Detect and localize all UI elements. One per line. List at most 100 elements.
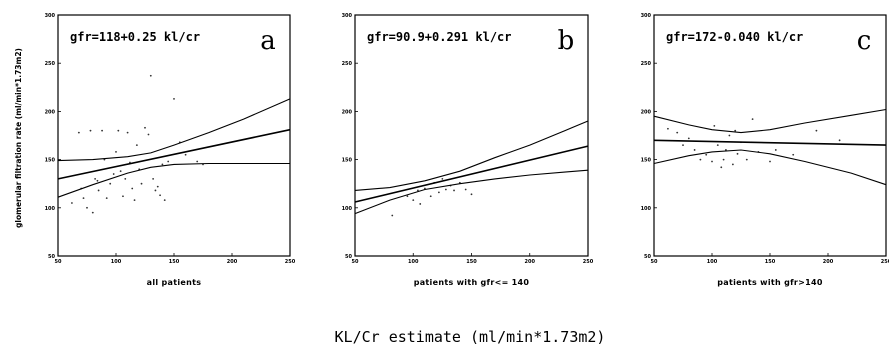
x-tick-label: 150 xyxy=(765,259,776,265)
x-tick-label: 50 xyxy=(352,259,359,265)
regression-line xyxy=(354,145,589,203)
data-point xyxy=(711,160,713,163)
data-point xyxy=(406,195,409,198)
panel-x-label: all patients xyxy=(147,278,202,287)
data-point xyxy=(96,179,99,182)
y-tick-label: 200 xyxy=(641,109,652,115)
data-point xyxy=(774,149,777,151)
data-point xyxy=(167,160,170,163)
y-tick-label: 200 xyxy=(342,109,353,115)
panel-letter: b xyxy=(558,26,575,56)
y-tick-label: 50 xyxy=(345,254,352,260)
y-tick-label: 150 xyxy=(45,158,56,164)
data-point xyxy=(699,158,702,161)
data-point xyxy=(417,189,419,192)
data-point xyxy=(682,144,684,147)
data-point xyxy=(94,177,97,180)
lower-confidence-band xyxy=(354,169,589,215)
regression-line xyxy=(653,139,887,146)
data-point xyxy=(131,187,134,190)
x-axis-label: KL/Cr estimate (ml/min*1.73m2) xyxy=(335,328,606,346)
data-point xyxy=(152,177,155,180)
data-point xyxy=(687,137,690,140)
panel-b: 50 100 150 200 250 50 100 150 200 250 300 gfr=90.9+… xyxy=(342,13,594,287)
lower-confidence-band xyxy=(57,162,290,198)
data-point xyxy=(722,158,725,161)
data-point xyxy=(124,177,127,180)
data-point xyxy=(115,150,117,153)
data-point xyxy=(815,129,818,132)
data-point xyxy=(89,129,92,132)
x-tick-label: 100 xyxy=(408,259,419,265)
data-point xyxy=(676,131,679,134)
panel-x-label: patients with gfr>140 xyxy=(717,278,823,287)
x-tick-label: 100 xyxy=(111,259,122,265)
plot-frame xyxy=(57,14,291,257)
data-point xyxy=(82,197,85,200)
data-point xyxy=(122,195,124,198)
data-point xyxy=(147,133,150,136)
data-point xyxy=(412,199,415,201)
data-point xyxy=(159,194,161,197)
x-tick-label: 150 xyxy=(169,259,180,265)
y-tick-label: 300 xyxy=(45,13,56,19)
data-point xyxy=(391,214,394,217)
data-point xyxy=(156,185,159,188)
data-point xyxy=(135,144,138,147)
data-point xyxy=(745,158,748,161)
data-point xyxy=(126,131,129,134)
data-point xyxy=(437,191,440,194)
data-point xyxy=(117,129,120,132)
data-point xyxy=(792,153,795,156)
data-point xyxy=(444,188,447,191)
x-tick-label: 250 xyxy=(285,259,296,265)
x-tick-label: 200 xyxy=(823,259,834,265)
upper-confidence-band xyxy=(57,98,291,162)
data-point xyxy=(105,197,108,200)
data-point xyxy=(731,163,734,166)
data-point xyxy=(705,153,708,156)
x-tick-label: 200 xyxy=(525,259,536,265)
y-tick-label: 250 xyxy=(342,61,353,67)
panel-x-label: patients with gfr<= 140 xyxy=(414,278,530,287)
y-tick-label: 250 xyxy=(641,61,652,67)
x-tick-label: 250 xyxy=(881,259,889,265)
data-point xyxy=(101,129,103,132)
y-tick-label: 250 xyxy=(45,61,56,67)
data-point xyxy=(109,182,112,185)
y-tick-label: 300 xyxy=(641,13,652,19)
data-point xyxy=(751,118,754,121)
data-point xyxy=(144,126,146,129)
x-tick-label: 200 xyxy=(227,259,238,265)
data-point xyxy=(149,74,152,77)
data-point xyxy=(112,173,115,175)
y-tick-label: 100 xyxy=(45,206,56,212)
plot-frame xyxy=(653,14,887,257)
regression-line xyxy=(57,128,291,180)
x-tick-label: 50 xyxy=(651,259,658,265)
data-point xyxy=(184,153,187,156)
data-point xyxy=(154,189,157,192)
lower-confidence-band xyxy=(653,149,887,186)
data-point xyxy=(736,152,739,155)
upper-confidence-band xyxy=(653,108,887,134)
regression-equation: gfr=118+0.25 kl/cr xyxy=(70,30,200,44)
panel-letter: c xyxy=(857,26,872,56)
regression-equation: gfr=172-0.040 kl/cr xyxy=(666,30,803,44)
data-point xyxy=(693,149,696,151)
data-point xyxy=(441,177,444,180)
y-tick-label: 150 xyxy=(641,158,652,164)
data-point xyxy=(453,189,455,192)
upper-confidence-band xyxy=(354,120,589,191)
data-point xyxy=(720,166,723,169)
data-point xyxy=(769,160,771,163)
data-point xyxy=(838,139,841,142)
data-point xyxy=(71,202,73,204)
y-tick-label: 150 xyxy=(342,158,353,164)
x-tick-label: 50 xyxy=(55,259,62,265)
data-point xyxy=(470,193,473,196)
data-point xyxy=(196,160,199,163)
data-point xyxy=(77,131,80,134)
data-point xyxy=(419,203,422,205)
panel-letter: a xyxy=(260,26,276,56)
